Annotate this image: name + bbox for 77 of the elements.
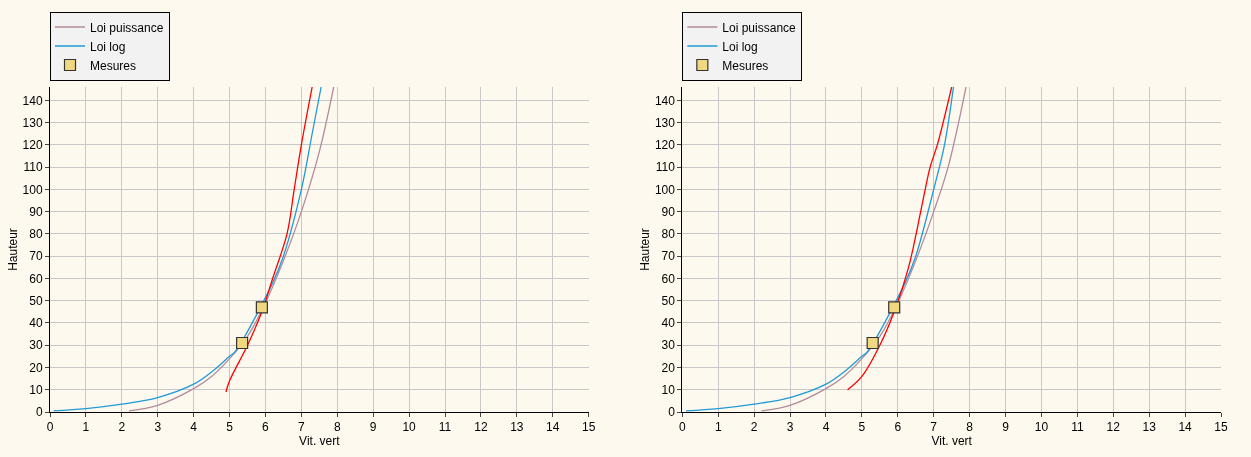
y-tick-label: 80 bbox=[29, 227, 43, 242]
y-tick-label: 90 bbox=[29, 204, 43, 219]
x-tick-label: 13 bbox=[510, 420, 524, 435]
x-tick-label: 15 bbox=[581, 420, 596, 435]
y-axis-title: Hauteur bbox=[638, 228, 653, 271]
x-axis-title: Vit. vert bbox=[931, 434, 973, 449]
legend-label: Mesures bbox=[90, 58, 137, 73]
y-tick-label: 0 bbox=[668, 405, 676, 420]
y-tick-label: 30 bbox=[661, 338, 676, 353]
y-tick-label: 140 bbox=[654, 93, 676, 108]
legend-label: Loi log bbox=[90, 39, 126, 54]
x-tick-label: 14 bbox=[546, 420, 560, 435]
x-tick-label: 8 bbox=[333, 420, 341, 435]
y-tick-label: 100 bbox=[654, 182, 676, 197]
x-tick-label: 0 bbox=[46, 420, 54, 435]
x-tick-label: 0 bbox=[679, 420, 686, 435]
y-tick-label: 60 bbox=[661, 271, 676, 286]
x-tick-label: 1 bbox=[714, 420, 722, 435]
y-tick-label: 100 bbox=[22, 182, 43, 197]
line-series bbox=[846, 87, 953, 391]
x-tick-label: 15 bbox=[1214, 420, 1228, 435]
x-tick-label: 6 bbox=[262, 420, 270, 435]
y-tick-label: 60 bbox=[29, 271, 43, 286]
x-tick-label: 7 bbox=[930, 420, 938, 435]
y-tick-label: 40 bbox=[29, 316, 43, 331]
x-tick-label: 3 bbox=[786, 420, 794, 435]
y-tick-label: 30 bbox=[29, 338, 43, 353]
y-tick-label: 130 bbox=[22, 115, 43, 130]
x-axis-title: Vit. vert bbox=[299, 434, 341, 449]
x-tick-label: 8 bbox=[966, 420, 974, 435]
y-tick-label: 70 bbox=[29, 249, 43, 264]
x-tick-label: 3 bbox=[154, 420, 162, 435]
line-series bbox=[760, 87, 967, 412]
y-tick-label: 0 bbox=[35, 405, 43, 420]
x-tick-label: 13 bbox=[1142, 420, 1157, 435]
x-tick-label: 5 bbox=[858, 420, 866, 435]
y-tick-label: 70 bbox=[661, 249, 676, 264]
y-tick-label: 120 bbox=[22, 138, 43, 153]
x-tick-label: 4 bbox=[822, 420, 830, 435]
y-tick-label: 90 bbox=[661, 204, 676, 219]
x-tick-label: 14 bbox=[1178, 420, 1193, 435]
x-tick-label: 9 bbox=[369, 420, 377, 435]
x-tick-label: 11 bbox=[438, 420, 452, 435]
x-tick-label: 5 bbox=[226, 420, 234, 435]
x-tick-label: 6 bbox=[894, 420, 902, 435]
x-tick-label: 10 bbox=[402, 420, 417, 435]
x-tick-label: 10 bbox=[1034, 420, 1049, 435]
x-tick-label: 2 bbox=[750, 420, 758, 435]
x-tick-label: 7 bbox=[298, 420, 306, 435]
y-tick-label: 50 bbox=[29, 293, 43, 308]
y-tick-label: 120 bbox=[654, 138, 676, 153]
y-tick-label: 110 bbox=[655, 160, 676, 175]
y-tick-label: 10 bbox=[661, 382, 676, 397]
line-series bbox=[685, 87, 955, 412]
y-tick-label: 20 bbox=[29, 360, 43, 375]
y-tick-label: 20 bbox=[661, 360, 676, 375]
x-tick-label: 12 bbox=[1106, 420, 1121, 435]
x-tick-label: 2 bbox=[118, 420, 126, 435]
y-tick-label: 130 bbox=[654, 115, 676, 130]
y-axis-title: Hauteur bbox=[5, 228, 20, 271]
y-tick-label: 50 bbox=[661, 293, 676, 308]
x-tick-label: 4 bbox=[190, 420, 198, 435]
line-series bbox=[225, 87, 313, 393]
y-tick-label: 40 bbox=[661, 316, 676, 331]
x-tick-label: 12 bbox=[474, 420, 488, 435]
y-tick-label: 10 bbox=[29, 382, 43, 397]
legend-label: Loi puissance bbox=[722, 20, 797, 35]
legend-label: Loi log bbox=[722, 39, 758, 54]
y-tick-label: 110 bbox=[23, 160, 43, 175]
y-tick-label: 80 bbox=[661, 227, 676, 242]
line-series bbox=[128, 87, 335, 412]
x-tick-label: 1 bbox=[82, 420, 90, 435]
legend-label: Mesures bbox=[722, 58, 769, 73]
x-tick-label: 9 bbox=[1002, 420, 1010, 435]
legend-label: Loi puissance bbox=[90, 20, 164, 35]
y-tick-label: 140 bbox=[22, 93, 43, 108]
x-tick-label: 11 bbox=[1071, 420, 1084, 435]
